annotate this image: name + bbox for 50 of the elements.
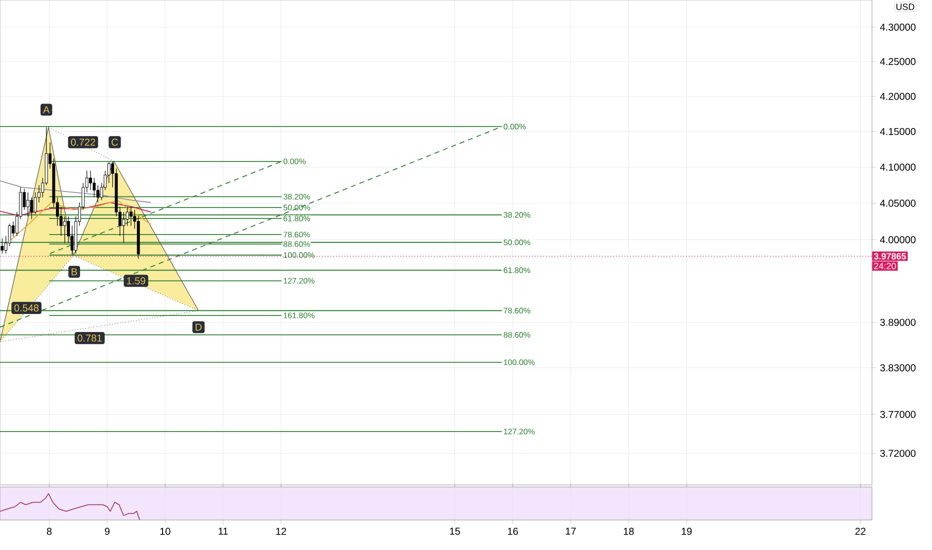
series-label: 61.80% <box>284 216 310 222</box>
annotation: C <box>112 138 118 146</box>
annotation: 0.548 <box>14 304 39 312</box>
x-tick-label: 9 <box>104 528 110 535</box>
y-tick-label: 4.05000 <box>880 200 916 207</box>
text: 24:20 <box>874 262 896 270</box>
series-label: 100.00% <box>284 252 314 258</box>
x-tick-label: 11 <box>218 528 228 535</box>
x-tick-label: 22 <box>855 528 866 535</box>
y-tick-label: 3.72000 <box>880 450 916 457</box>
annotation: 1.59 <box>127 277 146 284</box>
y-tick-label: 4.30000 <box>880 24 916 31</box>
series-label: 38.20% <box>504 212 530 218</box>
series-label: 100.00% <box>504 359 535 366</box>
series-label: 127.20% <box>504 428 535 434</box>
y-tick-label: 4.10000 <box>880 164 916 171</box>
annotation: 0.722 <box>70 138 96 146</box>
y-tick-label: 4.00000 <box>880 236 916 244</box>
annotation: D <box>196 324 202 331</box>
series-label: 88.60% <box>284 241 310 247</box>
series-label: 50.00% <box>504 240 530 246</box>
series-label: 161.80% <box>284 312 314 318</box>
y-tick-label: 4.20000 <box>880 92 916 100</box>
annotation: 0.781 <box>78 334 102 342</box>
annotation: B <box>72 268 78 276</box>
x-tick-label: 12 <box>276 528 286 535</box>
text: USD <box>896 4 914 10</box>
series-label: 127.20% <box>284 278 314 284</box>
series-label: 0.00% <box>504 124 526 130</box>
x-tick-label: 19 <box>682 528 692 535</box>
x-tick-label: 18 <box>624 528 634 535</box>
series-label: 88.60% <box>504 332 530 338</box>
annotation: A <box>43 106 50 114</box>
ref-line-label: 3.97865 <box>874 253 906 260</box>
series-label: 61.80% <box>504 267 530 274</box>
x-tick-label: 8 <box>46 528 52 535</box>
series-label: 38.20% <box>283 194 310 200</box>
y-tick-label: 4.25000 <box>880 58 916 66</box>
y-tick-label: 3.89000 <box>880 318 916 326</box>
series-label: 78.60% <box>504 308 530 314</box>
x-tick-label: 15 <box>450 528 460 535</box>
series-label: 50.00% <box>284 204 310 210</box>
y-tick-label: 3.83000 <box>880 364 916 372</box>
y-tick-label: 4.15000 <box>880 128 916 136</box>
x-tick-label: 17 <box>566 528 576 535</box>
series-label: 78.60% <box>284 232 310 238</box>
x-tick-label: 16 <box>508 528 518 535</box>
x-tick-label: 10 <box>160 528 170 535</box>
y-tick-label: 3.77000 <box>880 410 916 418</box>
series-label: 0.00% <box>284 158 306 164</box>
